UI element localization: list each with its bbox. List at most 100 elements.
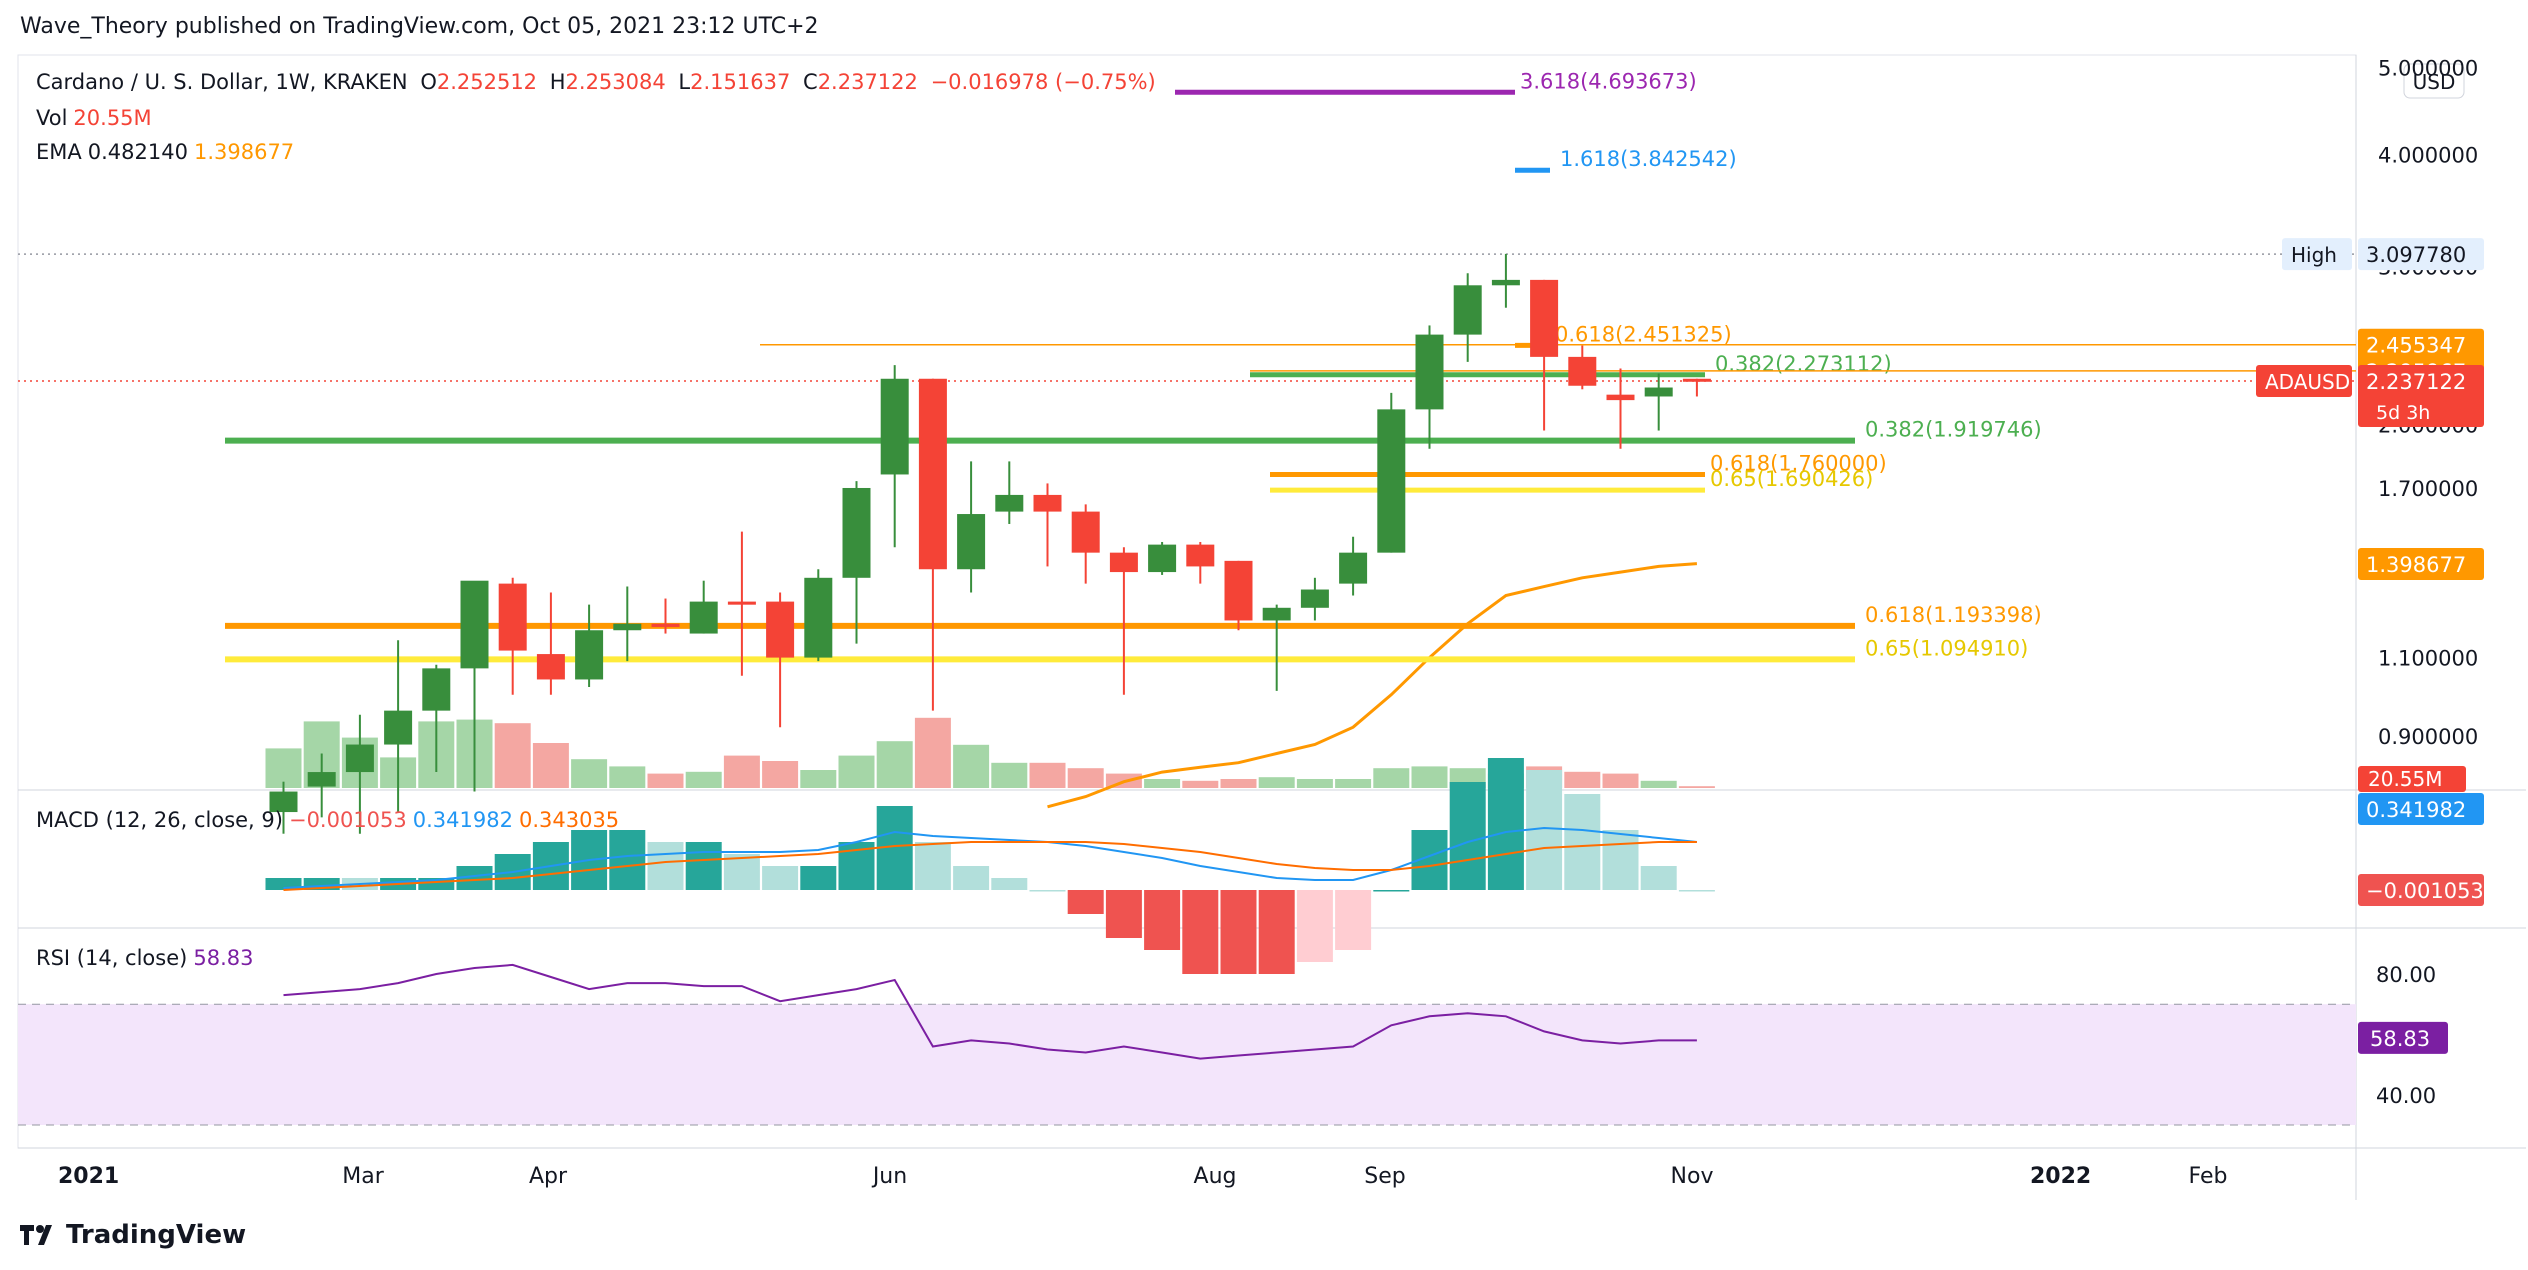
candle-body [575,630,604,680]
macd-histogram-bar [1220,890,1257,974]
macd-histogram-bar [762,866,799,890]
candle-body [1339,552,1368,584]
candle-body [1186,544,1215,567]
symbol-name[interactable]: Cardano / U. S. Dollar, 1W, KRAKEN [36,70,408,94]
x-tick-label: Jun [871,1164,907,1189]
fib-level-label: 3.618(4.693673) [1520,69,1697,93]
candle-body [1568,356,1597,386]
rsi-legend: RSI (14, close) 58.83 [36,946,254,970]
x-tick-label: Nov [1671,1164,1714,1189]
volume-bar [1258,777,1295,788]
macd-line-value: 0.341982 [412,808,513,832]
volume-bar [1029,762,1066,788]
price-tag-countdown: 5d 3h [2376,402,2430,424]
y-tick-label: 0.900000 [2378,725,2478,749]
change-value: −0.016978 (−0.75%) [930,70,1156,94]
macd-histogram-bar [1678,890,1715,892]
price-tag-value: 2.237122 [2366,370,2466,394]
macd-tag [2358,793,2484,825]
x-tick-label: Apr [529,1164,568,1189]
macd-line [283,826,1698,889]
price-side-label: High [2291,243,2337,267]
candle-body [1606,394,1635,401]
candle-body [1415,334,1444,410]
publish-info: Wave_Theory published on TradingView.com… [20,14,819,39]
macd-hist-value: −0.001053 [288,808,407,832]
macd-histogram-bar [800,866,837,890]
macd-histogram-bar [1373,890,1410,892]
price-tag [2358,365,2484,427]
macd-histogram-bar [1067,890,1104,914]
price-side-tag [2282,238,2352,271]
rsi-band [18,1004,2356,1125]
fib-level-label: 0.618(1.193398) [1865,603,2042,627]
rsi-tag-value: 58.83 [2370,1027,2430,1051]
candle-body [1530,279,1559,357]
candle-body [1224,560,1253,621]
macd-histogram-bar [1487,758,1524,890]
x-tick-label: Sep [1364,1164,1405,1189]
volume-bar [1373,768,1410,788]
currency-button [2403,63,2465,99]
volume-bar [1067,768,1104,788]
candle-body [536,654,565,680]
macd-histogram-bar [723,854,760,890]
macd-histogram-bar [1105,890,1142,938]
price-tag-value: 1.398677 [2366,553,2466,577]
macd-histogram-bar [1144,890,1181,950]
volume-value: 20.55M [73,106,152,130]
macd-histogram-bar [953,866,990,890]
ema-legend: EMA 0.482140 1.398677 [36,140,295,164]
volume-bar [914,717,951,788]
price-tag-value: 2.455347 [2366,334,2466,358]
brand-name: TradingView [66,1220,247,1250]
candle-body [1453,285,1482,335]
macd-signal-value: 0.343035 [518,808,620,832]
candle-body [957,514,986,570]
rsi-tick-label: 80.00 [2376,963,2436,987]
candle-body [1109,552,1138,573]
ema-length: 0.482140 [87,140,188,164]
rsi-tag [2358,1021,2448,1054]
volume-legend: Vol 20.55M [36,106,152,130]
macd-histogram-bar [1258,890,1295,974]
price-tag [2358,548,2484,580]
macd-legend: MACD (12, 26, close, 9) −0.001053 0.341982… [36,808,620,832]
y-tick-label: 4.000000 [2378,144,2478,168]
fib-level-label: 0.382(2.273112) [1715,352,1892,376]
volume-bar [1564,771,1601,788]
x-tick-label: 2021 [58,1164,119,1189]
candle-body [689,601,718,634]
candle-body [1682,378,1711,382]
volume-bar [1335,779,1372,788]
x-tick-label: 2022 [2030,1164,2091,1189]
tradingview-logo-icon [20,1225,52,1245]
candle-body [727,601,756,605]
currency-label: USD [2413,70,2456,94]
volume-bar [1602,773,1639,788]
volume-bar [762,761,799,788]
macd-histogram-bar [914,842,951,890]
tradingview-brand[interactable]: TradingView [20,1220,246,1250]
volume-bar [800,770,837,788]
candle-body [422,668,451,711]
y-tick-label: 1.700000 [2378,477,2478,501]
volume-bar [571,759,608,788]
volume-bar [1220,779,1257,788]
volume-bar [991,762,1028,788]
volume-bar [1182,780,1219,788]
macd-histogram-bar [1449,782,1486,890]
macd-histogram-bar [609,830,646,890]
low-value: 2.151637 [690,70,791,94]
symbol-legend: Cardano / U. S. Dollar, 1W, KRAKEN O2.25… [36,70,1156,94]
volume-bar [1144,779,1181,788]
x-tick-label: Mar [342,1164,384,1189]
ema-value: 1.398677 [193,140,295,164]
fib-level-label: 0.618(1.760000) [1710,451,1887,475]
macd-histogram-bar [1564,794,1601,890]
candle-body [842,487,871,578]
macd-histogram-bar [1602,830,1639,890]
candle-body [460,580,489,669]
candle-body [766,601,795,658]
